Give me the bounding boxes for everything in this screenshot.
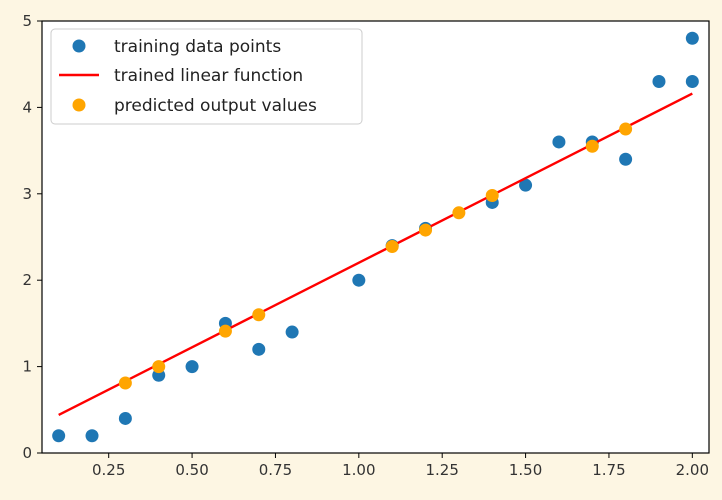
legend-box: [50, 28, 363, 125]
legend-marker-swatch: [72, 98, 86, 112]
legend-entry-predicted: predicted output values: [114, 96, 317, 116]
training-point: [519, 178, 533, 192]
training-point: [285, 325, 299, 339]
x-axis: 0.25 0.50 0.75 1.00 1.25 1.50 1.75 2.00: [92, 453, 709, 479]
training-point: [52, 429, 66, 443]
predicted-point: [485, 189, 499, 203]
legend-entry-line: trained linear function: [114, 66, 303, 86]
y-tick-label: 1: [22, 358, 32, 376]
training-point: [652, 74, 666, 88]
training-point: [685, 31, 699, 45]
predicted-point: [218, 324, 232, 338]
y-tick-label: 5: [22, 12, 32, 30]
x-tick-label: 2.00: [676, 461, 709, 479]
training-point: [552, 135, 566, 149]
legend-marker-swatch: [72, 39, 86, 53]
x-tick-label: 0.25: [92, 461, 125, 479]
x-tick-label: 1.75: [592, 461, 625, 479]
y-tick-label: 2: [22, 271, 32, 289]
training-point: [352, 273, 366, 287]
legend-entry-training: training data points: [114, 37, 281, 57]
training-point: [252, 342, 266, 356]
training-point: [185, 360, 199, 374]
predicted-point: [252, 308, 266, 322]
x-tick-label: 0.75: [259, 461, 292, 479]
y-tick-label: 0: [22, 444, 32, 462]
y-tick-label: 3: [22, 185, 32, 203]
y-axis: 0 1 2 3 4 5: [22, 12, 42, 462]
predicted-point: [118, 376, 132, 390]
training-point: [685, 74, 699, 88]
legend: training data points trained linear funct…: [50, 28, 363, 125]
training-point: [118, 411, 132, 425]
predicted-point: [585, 139, 599, 153]
training-point: [619, 152, 633, 166]
predicted-point: [152, 360, 166, 374]
x-tick-label: 1.25: [425, 461, 458, 479]
predicted-point: [385, 240, 399, 254]
y-tick-label: 4: [22, 98, 32, 116]
training-point: [85, 429, 99, 443]
predicted-point: [452, 206, 466, 220]
chart-marks: [52, 31, 699, 443]
predicted-point: [619, 122, 633, 136]
x-tick-label: 1.00: [342, 461, 375, 479]
predicted-point: [419, 223, 433, 237]
plot-frame: [41, 20, 710, 454]
x-tick-label: 1.50: [509, 461, 542, 479]
x-tick-label: 0.50: [175, 461, 208, 479]
